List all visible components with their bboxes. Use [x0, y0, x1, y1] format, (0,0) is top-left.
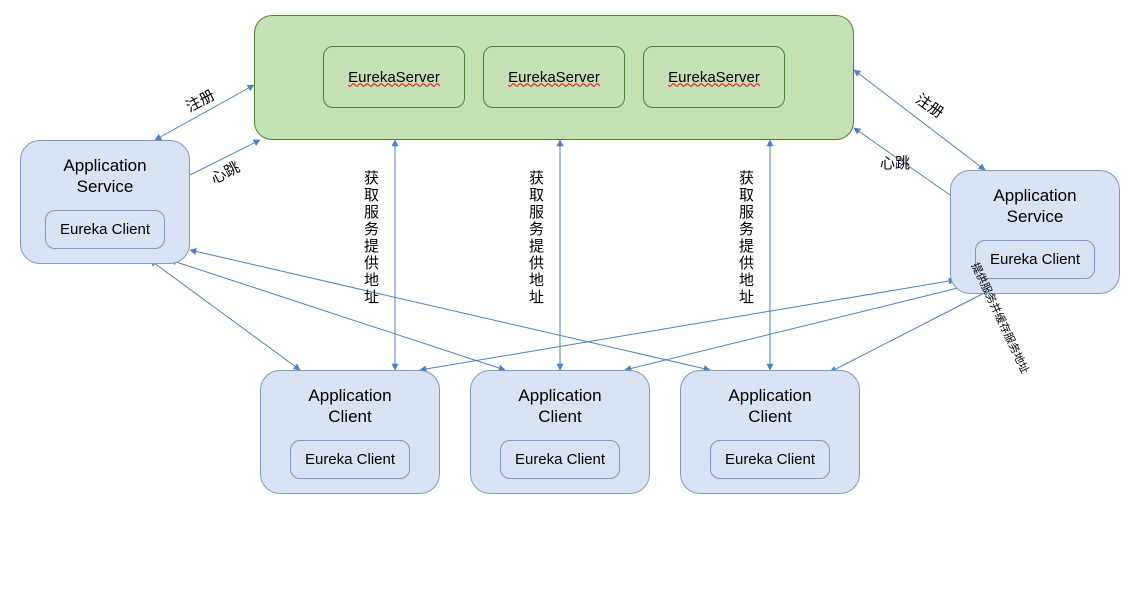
- label-register-right: 注册: [912, 88, 949, 122]
- eureka-server-2-label: EurekaServer: [508, 69, 600, 86]
- eureka-server-3: EurekaServer: [643, 46, 785, 108]
- app-client-2: Application Client Eureka Client: [470, 370, 650, 494]
- app-service-right-client: Eureka Client: [975, 240, 1095, 279]
- app-client-1-inner: Eureka Client: [290, 440, 410, 479]
- app-client-3-inner: Eureka Client: [710, 440, 830, 479]
- app-client-3: Application Client Eureka Client: [680, 370, 860, 494]
- app-service-left: Application Service Eureka Client: [20, 140, 190, 264]
- label-fetch-3: 获取服务提供地址: [735, 170, 756, 306]
- app-client-3-title: Application Client: [728, 385, 811, 428]
- edge-svc-left-c3: [190, 250, 710, 370]
- label-heartbeat-left: 心跳: [207, 156, 243, 189]
- edge-svc-right-c1: [420, 280, 955, 370]
- eureka-server-cluster: EurekaServer EurekaServer EurekaServer: [254, 15, 854, 140]
- app-service-right-title: Application Service: [993, 185, 1076, 228]
- label-fetch-1: 获取服务提供地址: [360, 170, 381, 306]
- eureka-server-1: EurekaServer: [323, 46, 465, 108]
- edge-svc-left-c1: [150, 260, 300, 370]
- label-register-left: 注册: [182, 84, 218, 117]
- app-client-1-title: Application Client: [308, 385, 391, 428]
- eureka-server-3-label: EurekaServer: [668, 69, 760, 86]
- edge-svc-right-c2: [625, 285, 970, 370]
- label-fetch-2: 获取服务提供地址: [525, 170, 546, 306]
- edge-svc-right-c3: [830, 290, 990, 372]
- eureka-server-2: EurekaServer: [483, 46, 625, 108]
- app-client-2-title: Application Client: [518, 385, 601, 428]
- app-service-left-title: Application Service: [63, 155, 146, 198]
- label-heartbeat-right: 心跳: [880, 152, 910, 173]
- eureka-server-1-label: EurekaServer: [348, 69, 440, 86]
- edge-svc-left-c2: [170, 260, 505, 370]
- server-row: EurekaServer EurekaServer EurekaServer: [323, 46, 785, 108]
- app-service-left-client: Eureka Client: [45, 210, 165, 249]
- app-client-2-inner: Eureka Client: [500, 440, 620, 479]
- edge-svc-right-register: [854, 70, 985, 170]
- app-client-1: Application Client Eureka Client: [260, 370, 440, 494]
